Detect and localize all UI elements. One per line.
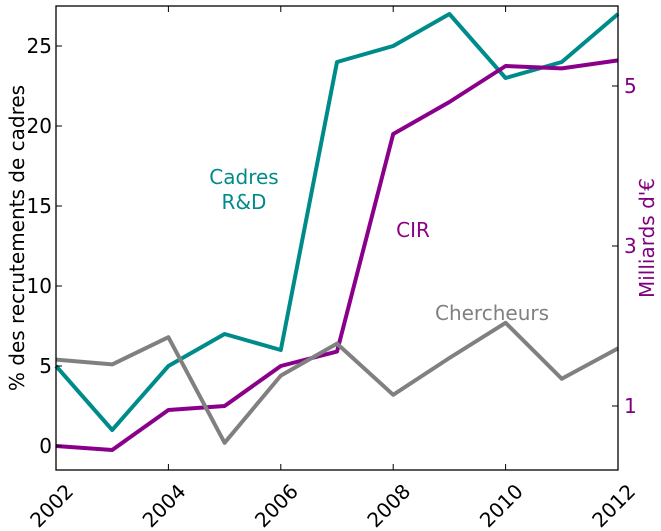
- right-axis-title: Milliards d'€: [635, 178, 659, 298]
- x-tick-label: 2002: [25, 479, 78, 531]
- series-line-chercheurs: [55, 320, 619, 445]
- right-y-tick-label: 1: [624, 394, 637, 418]
- left-y-tick-label: 25: [27, 34, 52, 58]
- annotation-chercheurs: Chercheurs: [435, 301, 549, 325]
- x-tick-label: 2004: [138, 479, 191, 531]
- x-tick-label: 2012: [587, 479, 640, 531]
- left-y-tick-label: 0: [39, 434, 52, 458]
- annotations: Cadres R&D CIR Chercheurs: [209, 165, 549, 325]
- plot-frame: [55, 5, 619, 471]
- x-tick-label: 2008: [362, 479, 415, 531]
- left-axis-title: % des recrutements de cadres: [5, 85, 29, 391]
- right-y-tick-label: 5: [624, 74, 637, 98]
- annotation-cir: CIR: [396, 218, 430, 242]
- x-tick-label: 2006: [250, 479, 303, 531]
- left-y-tick-label: 5: [39, 354, 52, 378]
- right-y-tick-label: 3: [624, 234, 637, 258]
- x-tick-label: 2010: [475, 479, 528, 531]
- left-y-axis: 0 5 10 15 20 25: [27, 34, 62, 458]
- left-y-tick-label: 10: [27, 274, 52, 298]
- left-y-tick-label: 20: [27, 114, 52, 138]
- series-line-cadres-r-d: [54, 12, 620, 432]
- plot-lines: [54, 12, 620, 452]
- series-line-cir: [55, 58, 619, 452]
- left-y-tick-label: 15: [27, 194, 52, 218]
- right-y-axis: 1 3 5: [612, 74, 637, 418]
- annotation-cadres-r-d: Cadres R&D: [209, 165, 278, 214]
